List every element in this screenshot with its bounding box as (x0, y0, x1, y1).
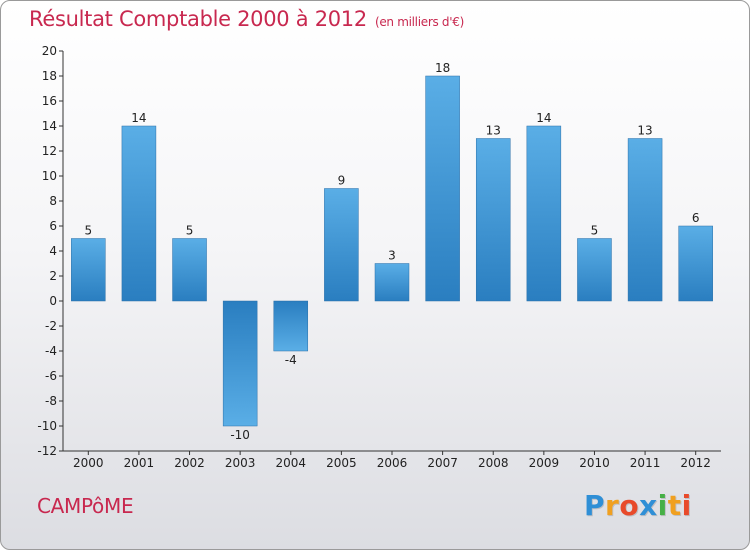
bar-2010 (577, 238, 612, 302)
data-label-2005: 9 (338, 174, 346, 188)
x-tick-label: 2006 (377, 456, 408, 470)
y-tick-label: -6 (45, 369, 57, 383)
bar-2012 (678, 225, 713, 302)
logo-letter: t (667, 489, 682, 522)
bar-2005 (324, 188, 359, 302)
x-tick-label: 2000 (73, 456, 104, 470)
bar-2004 (273, 300, 309, 352)
x-tick-label: 2001 (124, 456, 155, 470)
commune-name: CAMPôME (37, 494, 134, 518)
data-label-2007: 18 (435, 61, 450, 75)
y-tick-label: 6 (49, 219, 57, 233)
data-label-2008: 13 (486, 124, 501, 138)
data-label-2011: 13 (637, 124, 652, 138)
data-label-2000: 5 (84, 224, 92, 238)
y-tick-label: 20 (42, 44, 57, 58)
y-tick-label: 2 (49, 269, 57, 283)
y-tick-label: 8 (49, 194, 57, 208)
bar-2002 (172, 238, 207, 302)
bar-2009 (526, 125, 562, 302)
y-tick-label: -2 (45, 319, 57, 333)
chart-labels: 5 14 5 -10 -4 9 3 18 13 14 5 13 6 (84, 61, 699, 442)
logo-letter: o (619, 489, 640, 522)
x-tick-label: 2009 (529, 456, 560, 470)
chart-bars (71, 75, 713, 427)
x-tick-label: 2003 (225, 456, 256, 470)
logo-letter: i (657, 489, 668, 522)
y-tick-label: 16 (42, 94, 57, 108)
logo-letter: P (584, 489, 606, 522)
data-label-2010: 5 (591, 224, 599, 238)
y-tick-label: 12 (42, 144, 57, 158)
y-tick-label: 0 (49, 294, 57, 308)
x-tick-label: 2011 (630, 456, 661, 470)
x-tick-label: 2012 (680, 456, 711, 470)
bar-2008 (475, 138, 511, 302)
bar-2001 (121, 125, 157, 302)
x-tick-label: 2008 (478, 456, 509, 470)
y-tick-label: -8 (45, 394, 57, 408)
y-tick-label: 4 (49, 244, 57, 258)
x-tick-label: 2007 (427, 456, 458, 470)
x-tick-label: 2004 (275, 456, 306, 470)
logo-letter: x (639, 489, 658, 522)
data-label-2009: 14 (536, 111, 551, 125)
bar-2007 (425, 75, 460, 302)
chart-title-text: Résultat Comptable 2000 à 2012 (29, 7, 367, 31)
y-tick-label: -4 (45, 344, 57, 358)
x-tick-label: 2010 (579, 456, 610, 470)
y-tick-label: 18 (42, 69, 57, 83)
data-label-2006: 3 (388, 249, 396, 263)
y-tick-label: 10 (42, 169, 57, 183)
bar-2011 (627, 138, 663, 302)
data-label-2004: -4 (285, 353, 297, 367)
data-label-2012: 6 (692, 211, 700, 225)
y-tick-label: -10 (37, 419, 57, 433)
logo-letter: r (605, 489, 620, 522)
y-tick-label: 14 (42, 119, 57, 133)
x-tick-label: 2005 (326, 456, 357, 470)
bar-2003 (222, 300, 258, 427)
bar-2006 (374, 263, 410, 302)
bar-2000 (71, 238, 106, 302)
chart-subtitle: (en milliers d'€) (374, 15, 464, 29)
logo-letter: i (681, 489, 692, 522)
y-tick-label: -12 (37, 444, 57, 458)
x-tick-label: 2002 (174, 456, 205, 470)
data-label-2001: 14 (131, 111, 146, 125)
data-label-2003: -10 (230, 428, 250, 442)
data-label-2002: 5 (186, 224, 194, 238)
chart-title: Résultat Comptable 2000 à 2012 (en millie… (29, 7, 464, 31)
proxiti-logo: Proxiti (584, 489, 692, 522)
